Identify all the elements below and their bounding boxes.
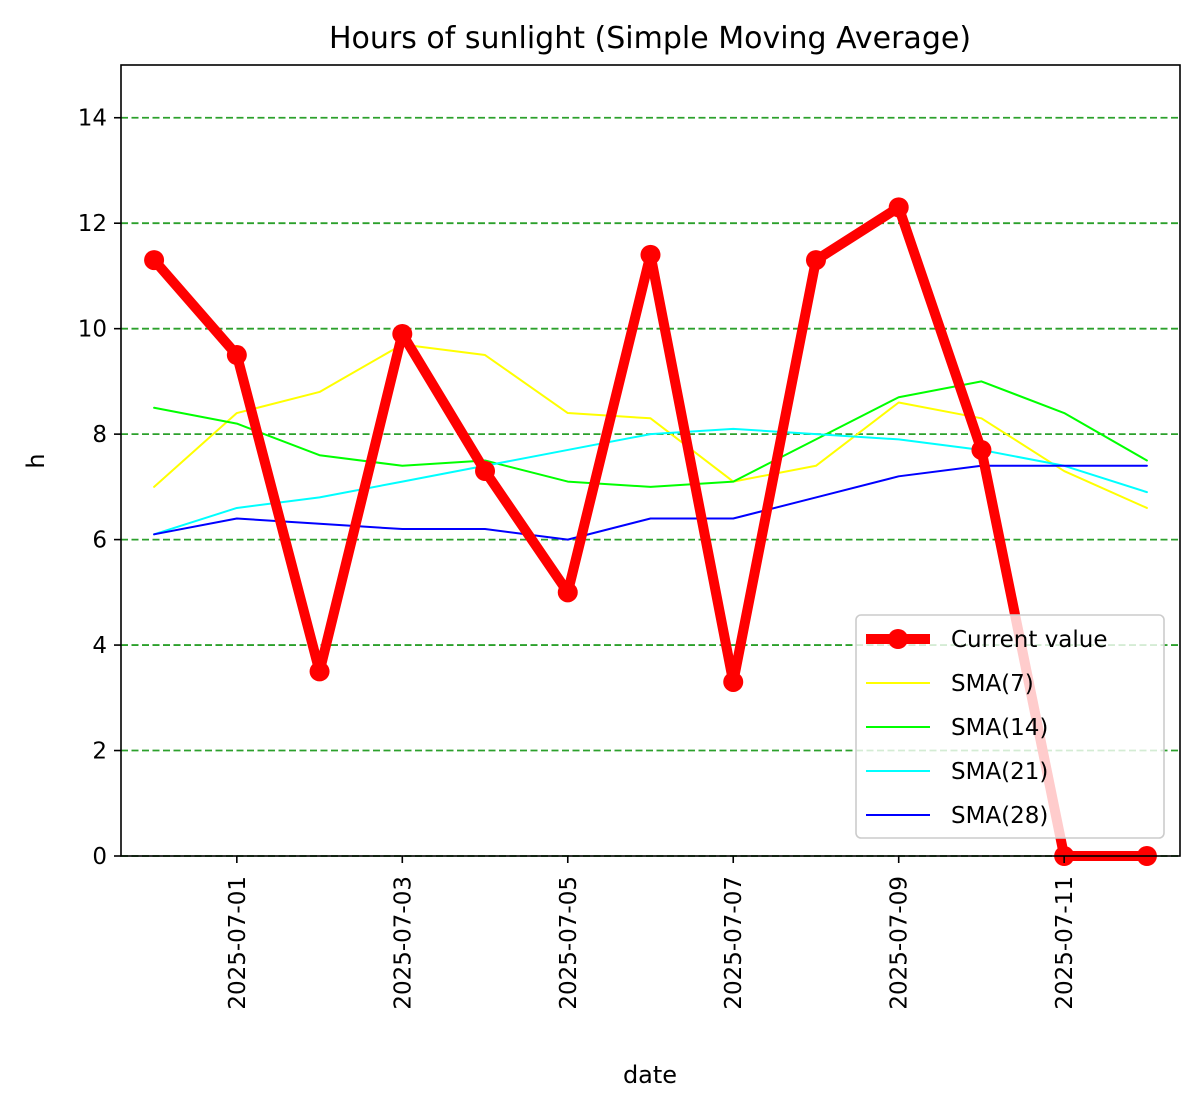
x-tick-label: 2025-07-01 xyxy=(225,876,251,1010)
legend-label: Current value xyxy=(951,627,1108,653)
data-point-current-value xyxy=(805,250,826,271)
y-tick-label: 6 xyxy=(92,528,107,554)
data-point-current-value xyxy=(640,244,661,265)
data-point-current-value xyxy=(888,197,909,218)
y-tick-label: 4 xyxy=(92,633,107,659)
plot-frame xyxy=(120,64,1181,857)
series-line-sma-7 xyxy=(153,343,1148,509)
y-tick-label: 0 xyxy=(92,844,107,870)
data-point-current-value xyxy=(971,439,992,460)
legend-marker xyxy=(888,629,908,649)
series-line-sma-14 xyxy=(153,380,1148,488)
y-tick-label: 14 xyxy=(78,106,107,132)
x-tick-label: 2025-07-03 xyxy=(390,876,416,1010)
legend-label: SMA(28) xyxy=(951,803,1048,829)
x-tick-label: 2025-07-05 xyxy=(556,876,582,1010)
data-point-current-value xyxy=(557,582,578,603)
data-point-current-value xyxy=(226,345,247,366)
y-tick-label: 10 xyxy=(78,317,107,343)
y-tick-label: 8 xyxy=(92,422,107,448)
x-tick-label: 2025-07-09 xyxy=(887,876,913,1010)
x-tick-label: 2025-07-07 xyxy=(721,876,747,1010)
chart-title: Hours of sunlight (Simple Moving Average… xyxy=(329,21,971,56)
data-point-current-value xyxy=(723,671,744,692)
legend-label: SMA(7) xyxy=(951,671,1034,697)
legend-box xyxy=(855,614,1165,839)
x-axis-label: date xyxy=(623,1061,677,1089)
data-point-current-value xyxy=(475,461,496,482)
data-point-current-value xyxy=(309,661,330,682)
axes: 0 2 4 6 8 10 12 14 2025-07-01 2025-07-03 2025-07-0… xyxy=(78,106,1078,1010)
y-axis-label: h xyxy=(22,453,50,468)
x-tick-label: 2025-07-11 xyxy=(1052,876,1078,1010)
legend-label: SMA(21) xyxy=(951,759,1048,785)
legend-label: SMA(14) xyxy=(951,715,1048,741)
y-tick-label: 2 xyxy=(92,739,107,765)
data-point-current-value xyxy=(144,250,165,271)
series-group xyxy=(144,197,1157,866)
y-tick-label: 12 xyxy=(78,211,107,237)
legend: Current value SMA(7) SMA(14) SMA(21) SMA(28) xyxy=(855,614,1165,839)
data-point-current-value xyxy=(392,323,413,344)
